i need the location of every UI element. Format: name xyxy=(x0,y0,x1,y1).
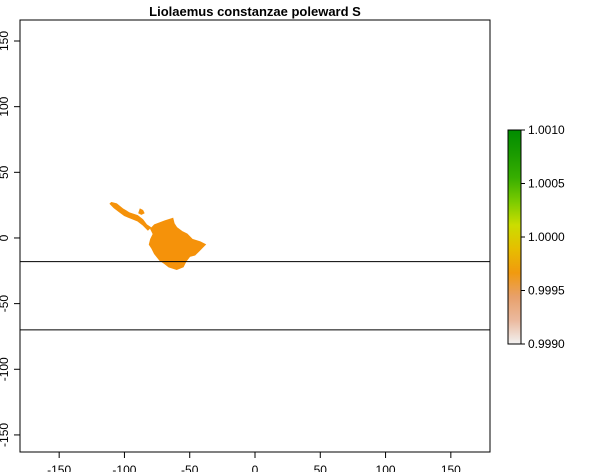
species-range-layer xyxy=(109,201,207,271)
color-legend: 1.0010 1.0005 1.0000 0.9995 0.9990 xyxy=(507,123,565,351)
x-tick-label: 0 xyxy=(252,463,259,472)
x-tick-label: 150 xyxy=(441,463,461,472)
y-tick-label: 100 xyxy=(0,96,11,116)
map-title: Liolaemus constanzae poleward S xyxy=(149,4,361,19)
x-tick-label: -150 xyxy=(47,463,71,472)
legend-label: 1.0010 xyxy=(528,123,565,137)
y-tick-label: 150 xyxy=(0,31,11,51)
x-tick-label: -50 xyxy=(181,463,199,472)
x-tick-label: 100 xyxy=(376,463,396,472)
x-tick-label: 50 xyxy=(314,463,328,472)
y-tick-label: 0 xyxy=(0,234,11,241)
x-axis: -150 -100 -50 0 50 100 150 xyxy=(47,452,461,472)
legend-label: 1.0000 xyxy=(528,230,565,244)
plot-frame xyxy=(19,19,491,453)
latitude-lines xyxy=(20,261,490,331)
range-patch-3 xyxy=(152,227,160,231)
y-tick-label: -150 xyxy=(0,423,11,447)
range-patch-1 xyxy=(109,201,152,231)
legend-label: 0.9995 xyxy=(528,284,565,298)
y-tick-label: -50 xyxy=(0,295,11,313)
x-tick-label: -100 xyxy=(112,463,136,472)
y-tick-label: 50 xyxy=(0,165,11,179)
y-tick-label: -100 xyxy=(0,357,11,381)
range-patch-0 xyxy=(148,217,207,271)
y-axis: -150 -100 -50 0 50 100 150 xyxy=(0,31,20,447)
range-patch-2 xyxy=(138,208,145,215)
legend-label: 1.0005 xyxy=(528,177,565,191)
legend-label: 0.9990 xyxy=(528,337,565,351)
legend-colorbar xyxy=(507,129,522,345)
